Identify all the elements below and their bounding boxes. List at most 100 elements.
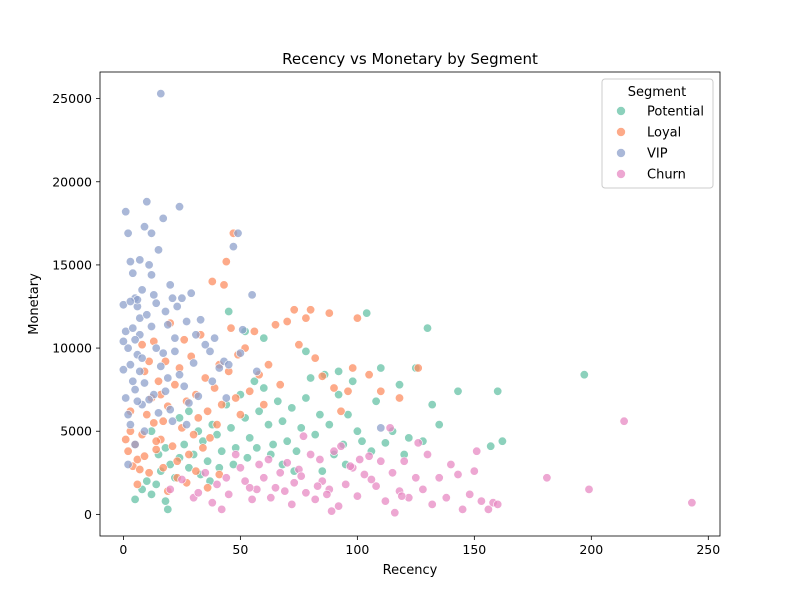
data-point-vip [163,320,173,330]
data-point-vip [247,290,257,300]
data-point-potential [317,466,327,476]
data-point-potential [348,376,358,386]
data-point-vip [123,343,133,353]
data-point-loyal [154,376,164,386]
data-point-vip [156,361,166,371]
data-point-churn [397,491,407,501]
data-point-churn [355,454,365,464]
data-point-loyal [168,441,178,451]
data-point-vip [177,293,187,303]
data-point-vip [233,228,243,238]
data-point-churn [441,493,451,503]
data-point-churn [465,489,475,499]
data-point-churn [336,441,346,451]
data-point-potential [362,308,372,318]
data-point-loyal [121,434,131,444]
data-point-churn [366,474,376,484]
data-point-loyal [140,451,150,461]
data-point-potential [334,366,344,376]
data-point-loyal [289,305,299,315]
data-point-potential [493,386,503,396]
data-point-churn [458,504,468,514]
data-point-loyal [151,444,161,454]
data-point-churn [619,416,629,426]
data-point-churn [327,506,337,516]
data-point-loyal [275,380,285,390]
data-point-churn [390,508,400,518]
data-point-potential [310,430,320,440]
data-point-loyal [151,436,161,446]
data-point-churn [298,431,308,441]
data-point-churn [177,474,187,484]
y-tick-label: 5000 [60,424,92,439]
data-point-vip [186,288,196,298]
x-tick-label: 100 [345,542,369,557]
data-point-vip [118,365,128,375]
data-point-vip [376,423,386,433]
data-point-potential [184,406,194,416]
data-point-potential [434,420,444,430]
data-point-potential [226,423,236,433]
data-point-churn [345,461,355,471]
data-point-loyal [193,413,203,423]
data-point-potential [301,346,311,356]
data-point-vip [123,410,133,420]
data-point-loyal [343,386,353,396]
data-point-churn [584,484,594,494]
data-point-loyal [142,410,152,420]
data-point-loyal [263,360,273,370]
data-point-vip [140,378,150,388]
data-point-loyal [203,406,213,416]
data-point-potential [453,386,463,396]
legend: Segment Potential Loyal VIP Churn [601,78,714,189]
data-point-loyal [207,276,217,286]
data-point-potential [147,489,157,499]
data-point-churn [483,504,493,514]
data-point-potential [291,446,301,456]
data-point-loyal [226,323,236,333]
data-point-loyal [317,371,327,381]
data-point-vip [140,222,150,232]
data-point-churn [270,483,280,493]
data-point-vip [128,323,138,333]
data-point-loyal [259,400,269,410]
data-point-churn [493,499,503,509]
data-point-churn [446,459,456,469]
data-point-churn [472,446,482,456]
data-point-vip [238,325,248,335]
data-point-vip [142,310,152,320]
legend-label-vip: VIP [647,147,668,162]
x-axis: 0 50 100 150 200 250 [119,536,720,557]
data-point-loyal [394,393,404,403]
data-point-vip [158,213,168,223]
data-point-churn [322,489,332,499]
data-point-vip [147,228,157,238]
data-point-loyal [135,464,145,474]
legend-marker-potential [616,106,626,116]
data-point-loyal [352,313,362,323]
data-point-churn [193,488,203,498]
data-point-churn [200,468,210,478]
data-point-vip [224,360,234,370]
data-point-vip [130,385,140,395]
data-point-vip [170,346,180,356]
data-point-vip [135,255,145,265]
data-point-loyal [310,353,320,363]
data-point-potential [242,453,252,463]
data-point-loyal [249,326,259,336]
data-point-churn [280,486,290,496]
data-point-churn [224,489,234,499]
data-point-potential [259,383,269,393]
y-tick-label: 10000 [52,341,92,356]
data-point-loyal [231,393,241,403]
x-tick-label: 200 [579,542,603,557]
data-point-potential [252,443,262,453]
data-point-vip [147,270,157,280]
data-point-churn [296,471,306,481]
data-point-churn [329,446,339,456]
data-point-vip [125,257,135,267]
data-point-potential [203,456,213,466]
data-point-churn [687,498,697,508]
data-point-churn [399,456,409,466]
data-point-potential [259,333,269,343]
